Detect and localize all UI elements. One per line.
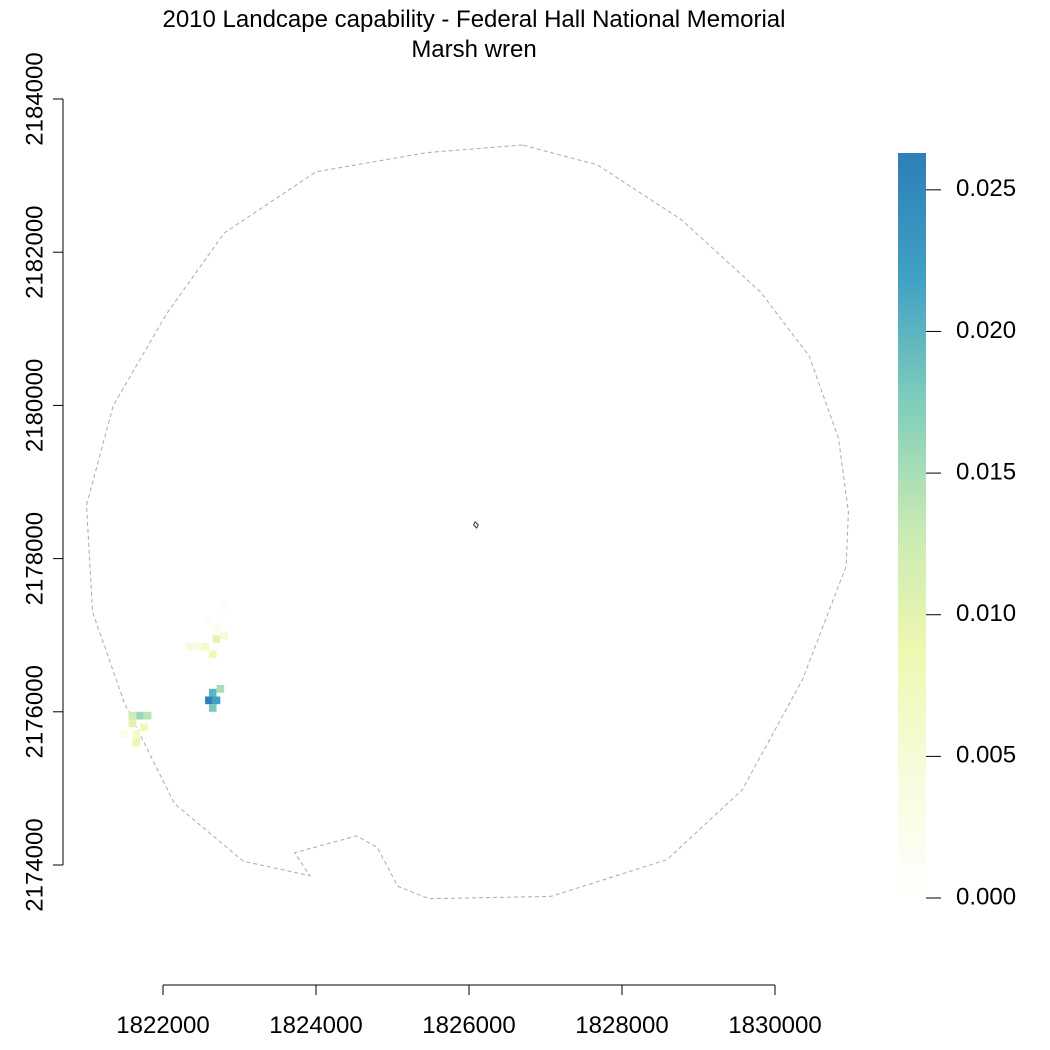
raster-cell — [208, 704, 217, 712]
raster-cell — [208, 650, 217, 659]
boundary-outline — [85, 144, 849, 900]
raster-cell — [205, 696, 213, 705]
x-tick-label: 1828000 — [575, 1012, 668, 1039]
x-tick-label: 1830000 — [728, 1012, 821, 1039]
raster-cell — [212, 623, 221, 632]
y-tick-label: 2174000 — [21, 818, 48, 911]
legend-tick-label: 0.020 — [956, 317, 1016, 344]
chart-title: 2010 Landcape capability - Federal Hall … — [162, 6, 785, 33]
x-axis: 1822000 1824000 1826000 1828000 1830000 — [116, 984, 822, 1039]
y-tick-label: 2182000 — [21, 205, 48, 298]
raster-cell — [128, 711, 137, 720]
raster-cell — [128, 719, 137, 728]
raster-cell — [120, 730, 129, 739]
legend-tick-label: 0.015 — [956, 458, 1016, 485]
x-tick-label: 1822000 — [116, 1012, 209, 1039]
raster-cell — [136, 711, 144, 720]
park-boundary — [472, 520, 479, 529]
chart-subtitle: Marsh wren — [411, 36, 536, 63]
legend-tick-label: 0.005 — [956, 742, 1016, 769]
raster-cell — [216, 685, 225, 693]
raster-cell — [132, 730, 140, 739]
capability-raster — [120, 600, 228, 747]
color-legend: 0.000 0.005 0.010 0.015 0.020 0.025 — [898, 153, 1016, 910]
raster-cell — [212, 635, 221, 643]
raster-cell — [186, 642, 194, 651]
park-outline — [472, 520, 479, 529]
y-tick-label: 2180000 — [21, 359, 48, 452]
raster-cell — [143, 711, 152, 720]
x-tick-label: 1824000 — [269, 1012, 362, 1039]
raster-cell — [205, 616, 213, 624]
raster-cell — [208, 688, 217, 697]
y-tick-label: 2184000 — [21, 52, 48, 145]
raster-cell — [220, 600, 228, 609]
raster-cell — [140, 723, 148, 731]
raster-cell — [193, 642, 202, 651]
y-tick-label: 2176000 — [21, 665, 48, 758]
legend-colorbar — [898, 153, 926, 898]
study-area-boundary — [85, 144, 849, 900]
raster-cell — [201, 642, 209, 651]
x-tick-label: 1826000 — [422, 1012, 515, 1039]
legend-tick-label: 0.025 — [956, 175, 1016, 202]
raster-cell — [132, 738, 140, 747]
y-axis: 2174000 2176000 2178000 2180000 2182000 21840… — [21, 52, 64, 912]
y-tick-label: 2178000 — [21, 512, 48, 605]
raster-cell — [220, 631, 228, 640]
raster-cell — [212, 696, 221, 705]
legend-tick-label: 0.000 — [956, 883, 1016, 910]
legend-tick-label: 0.010 — [956, 600, 1016, 627]
